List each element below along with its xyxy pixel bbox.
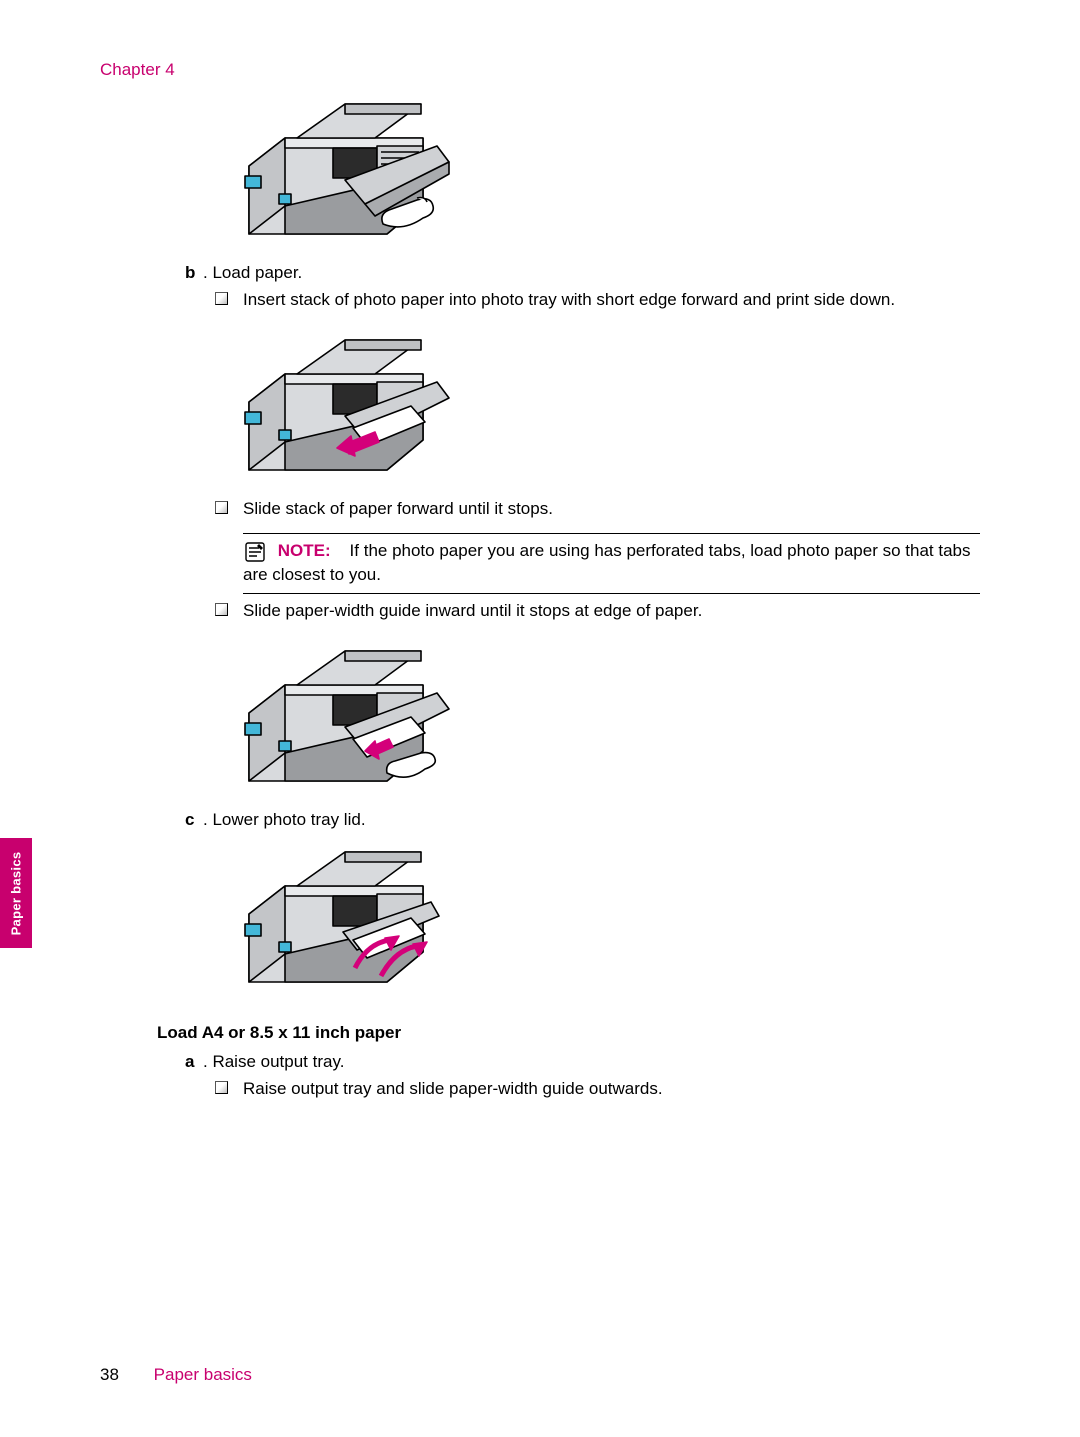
- step-b-letter: b: [185, 262, 203, 285]
- step-c: c. Lower photo tray lid.: [185, 809, 980, 832]
- step-c-letter: c: [185, 809, 203, 832]
- checkbox-bullet-icon: [215, 1081, 228, 1094]
- step-c-text: Lower photo tray lid.: [212, 810, 365, 829]
- chapter-label: Chapter 4: [100, 60, 980, 80]
- substep-raise-output-text: Raise output tray and slide paper-width …: [243, 1079, 663, 1098]
- side-tab: Paper basics: [0, 838, 32, 948]
- substep-slide-guide: Slide paper-width guide inward until it …: [215, 600, 980, 623]
- substep-raise-output: Raise output tray and slide paper-width …: [215, 1078, 980, 1101]
- printer-illustration-insert-paper: [225, 324, 455, 484]
- substep-slide-guide-text: Slide paper-width guide inward until it …: [243, 601, 702, 620]
- step-a-letter: a: [185, 1051, 203, 1074]
- page-content: b. Load paper. Insert stack of photo pap…: [100, 88, 980, 1100]
- footer-title: Paper basics: [154, 1365, 252, 1384]
- substep-slide-forward: Slide stack of paper forward until it st…: [215, 498, 980, 521]
- step-b: b. Load paper.: [185, 262, 980, 285]
- note-block: NOTE: If the photo paper you are using h…: [243, 533, 980, 594]
- section-heading-load-a4: Load A4 or 8.5 x 11 inch paper: [157, 1022, 980, 1045]
- checkbox-bullet-icon: [215, 501, 228, 514]
- substep-insert: Insert stack of photo paper into photo t…: [215, 289, 980, 312]
- note-label: NOTE:: [278, 541, 331, 560]
- substep-insert-text: Insert stack of photo paper into photo t…: [243, 290, 895, 309]
- step-a-text: Raise output tray.: [212, 1052, 344, 1071]
- side-tab-label: Paper basics: [9, 851, 24, 935]
- checkbox-bullet-icon: [215, 292, 228, 305]
- printer-illustration-lower-lid: [225, 836, 455, 996]
- printer-illustration-lift-tray: [225, 88, 455, 248]
- manual-page: Chapter 4: [0, 0, 1080, 1437]
- note-icon: [243, 540, 267, 564]
- note-body: If the photo paper you are using has per…: [243, 541, 970, 584]
- page-number: 38: [100, 1365, 119, 1384]
- checkbox-bullet-icon: [215, 603, 228, 616]
- note-text: NOTE: If the photo paper you are using h…: [243, 541, 970, 584]
- step-b-text: Load paper.: [212, 263, 302, 282]
- printer-illustration-slide-guide: [225, 635, 455, 795]
- substep-slide-forward-text: Slide stack of paper forward until it st…: [243, 499, 553, 518]
- step-a-section2: a. Raise output tray.: [185, 1051, 980, 1074]
- page-footer: 38 Paper basics: [100, 1365, 252, 1385]
